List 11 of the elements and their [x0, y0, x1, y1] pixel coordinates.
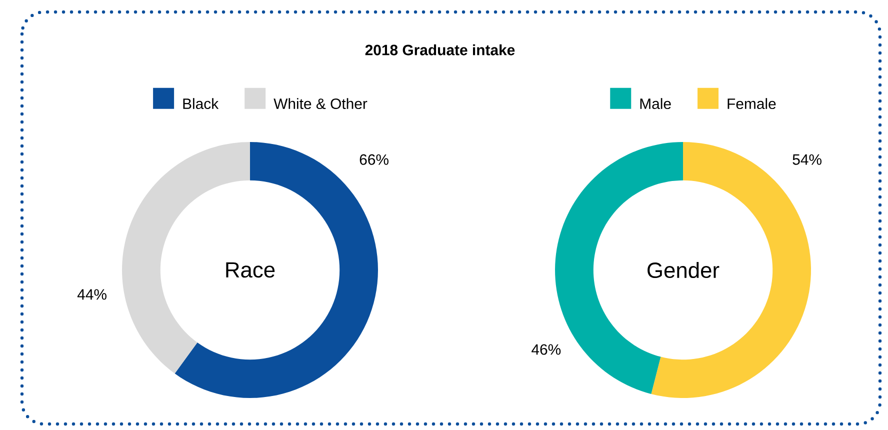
legend-label: Male	[640, 98, 671, 110]
data-label: 66%	[360, 154, 388, 165]
data-label: 44%	[77, 289, 106, 300]
data-label: 54%	[792, 154, 822, 165]
data-label: 46%	[532, 344, 561, 355]
legend-label: White & Other	[274, 98, 368, 110]
text: Gender	[648, 262, 720, 278]
legend-label: Black	[183, 98, 219, 110]
legend-label: Female	[728, 98, 776, 110]
text: 2018 Graduate intake	[365, 44, 515, 56]
text: Race	[226, 262, 275, 278]
